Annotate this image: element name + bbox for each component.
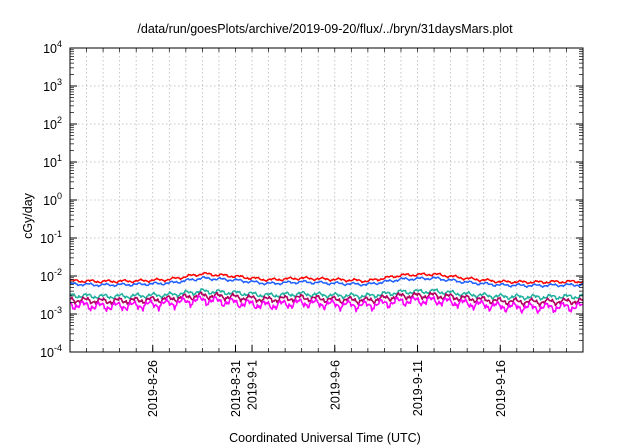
y-axis: 10-4 10-3 10-2 10-1 100 101 102 103 104 <box>40 39 583 360</box>
x-axis: 2019-8-26 2019-8-31 2019-9-1 2019-9-6 2019-9… <box>69 48 584 417</box>
series-line-3 <box>69 288 584 301</box>
y-tick-label: 102 <box>43 115 62 132</box>
series-line-1 <box>69 271 584 285</box>
y-tick-label: 10-1 <box>40 229 62 246</box>
data-series-group <box>69 271 584 314</box>
x-tick-label: 2019-9-11 <box>411 360 425 416</box>
y-tick-label: 103 <box>43 77 62 94</box>
x-tick-label: 2019-9-6 <box>328 360 342 410</box>
y-tick-label: 101 <box>43 153 62 170</box>
chart-title: /data/run/goesPlots/archive/2019-09-20/f… <box>137 22 513 36</box>
y-tick-label: 104 <box>43 39 62 56</box>
x-tick-label: 2019-8-26 <box>146 360 160 417</box>
x-tick-label: 2019-9-16 <box>494 360 508 417</box>
y-tick-label: 10-2 <box>40 267 62 284</box>
grid-lines <box>70 48 583 352</box>
series-line-5 <box>69 294 584 314</box>
x-tick-label: 2019-8-31 <box>229 360 243 417</box>
y-tick-label: 10-3 <box>40 305 62 322</box>
y-tick-label: 100 <box>43 191 62 208</box>
y-axis-label: cGy/day <box>21 192 35 239</box>
x-tick-label: 2019-9-1 <box>246 360 260 410</box>
y-tick-label: 10-4 <box>40 343 62 360</box>
series-line-2 <box>69 275 584 289</box>
x-axis-label: Coordinated Universal Time (UTC) <box>229 431 421 445</box>
